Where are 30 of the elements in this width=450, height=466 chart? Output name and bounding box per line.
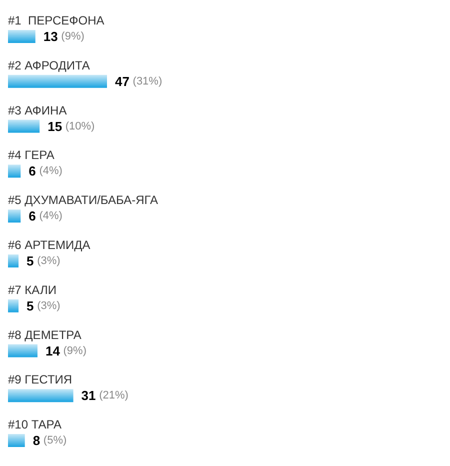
y-tick-label: #3 АФИНА — [8, 103, 67, 118]
y-tick-label: #4 ГЕРА — [8, 148, 54, 162]
y-tick-label: #7 КАЛИ — [8, 282, 56, 297]
y-tick-label: #8 ДЕМЕТРА — [8, 328, 82, 342]
data-label: 47 (31%) — [115, 74, 162, 89]
data-label: 15 (10%) — [48, 118, 95, 134]
bar — [8, 74, 107, 88]
y-tick-label: #1 ПЕРСЕФОНА — [8, 13, 104, 28]
data-label: 6 (4%) — [28, 164, 62, 179]
data-label: 8 (5%) — [32, 433, 67, 448]
bar — [8, 164, 21, 178]
data-label: 14 (9%) — [45, 343, 87, 358]
y-tick-label: #10 ТАРА — [8, 418, 62, 432]
bar — [8, 254, 19, 268]
data-label: 31 (21%) — [81, 388, 128, 404]
bar — [8, 344, 38, 358]
y-tick-label: #6 АРТЕМИДА — [8, 238, 90, 252]
bar — [8, 389, 74, 402]
data-label: 5 (3%) — [26, 253, 60, 268]
y-tick-label: #9 ГЕСТИЯ — [8, 372, 72, 387]
bar — [8, 434, 25, 448]
y-tick-label: #2 АФРОДИТА — [8, 58, 90, 72]
bar — [8, 120, 40, 133]
data-label: 6 (4%) — [28, 208, 62, 224]
data-label: 5 (3%) — [26, 298, 60, 314]
data-label: 13 (9%) — [43, 28, 84, 44]
bar — [8, 30, 36, 43]
bar — [8, 299, 19, 312]
bar — [8, 210, 21, 223]
y-tick-label: #5 ДХУМАВАТИ/БАБА-ЯГА — [8, 193, 158, 208]
